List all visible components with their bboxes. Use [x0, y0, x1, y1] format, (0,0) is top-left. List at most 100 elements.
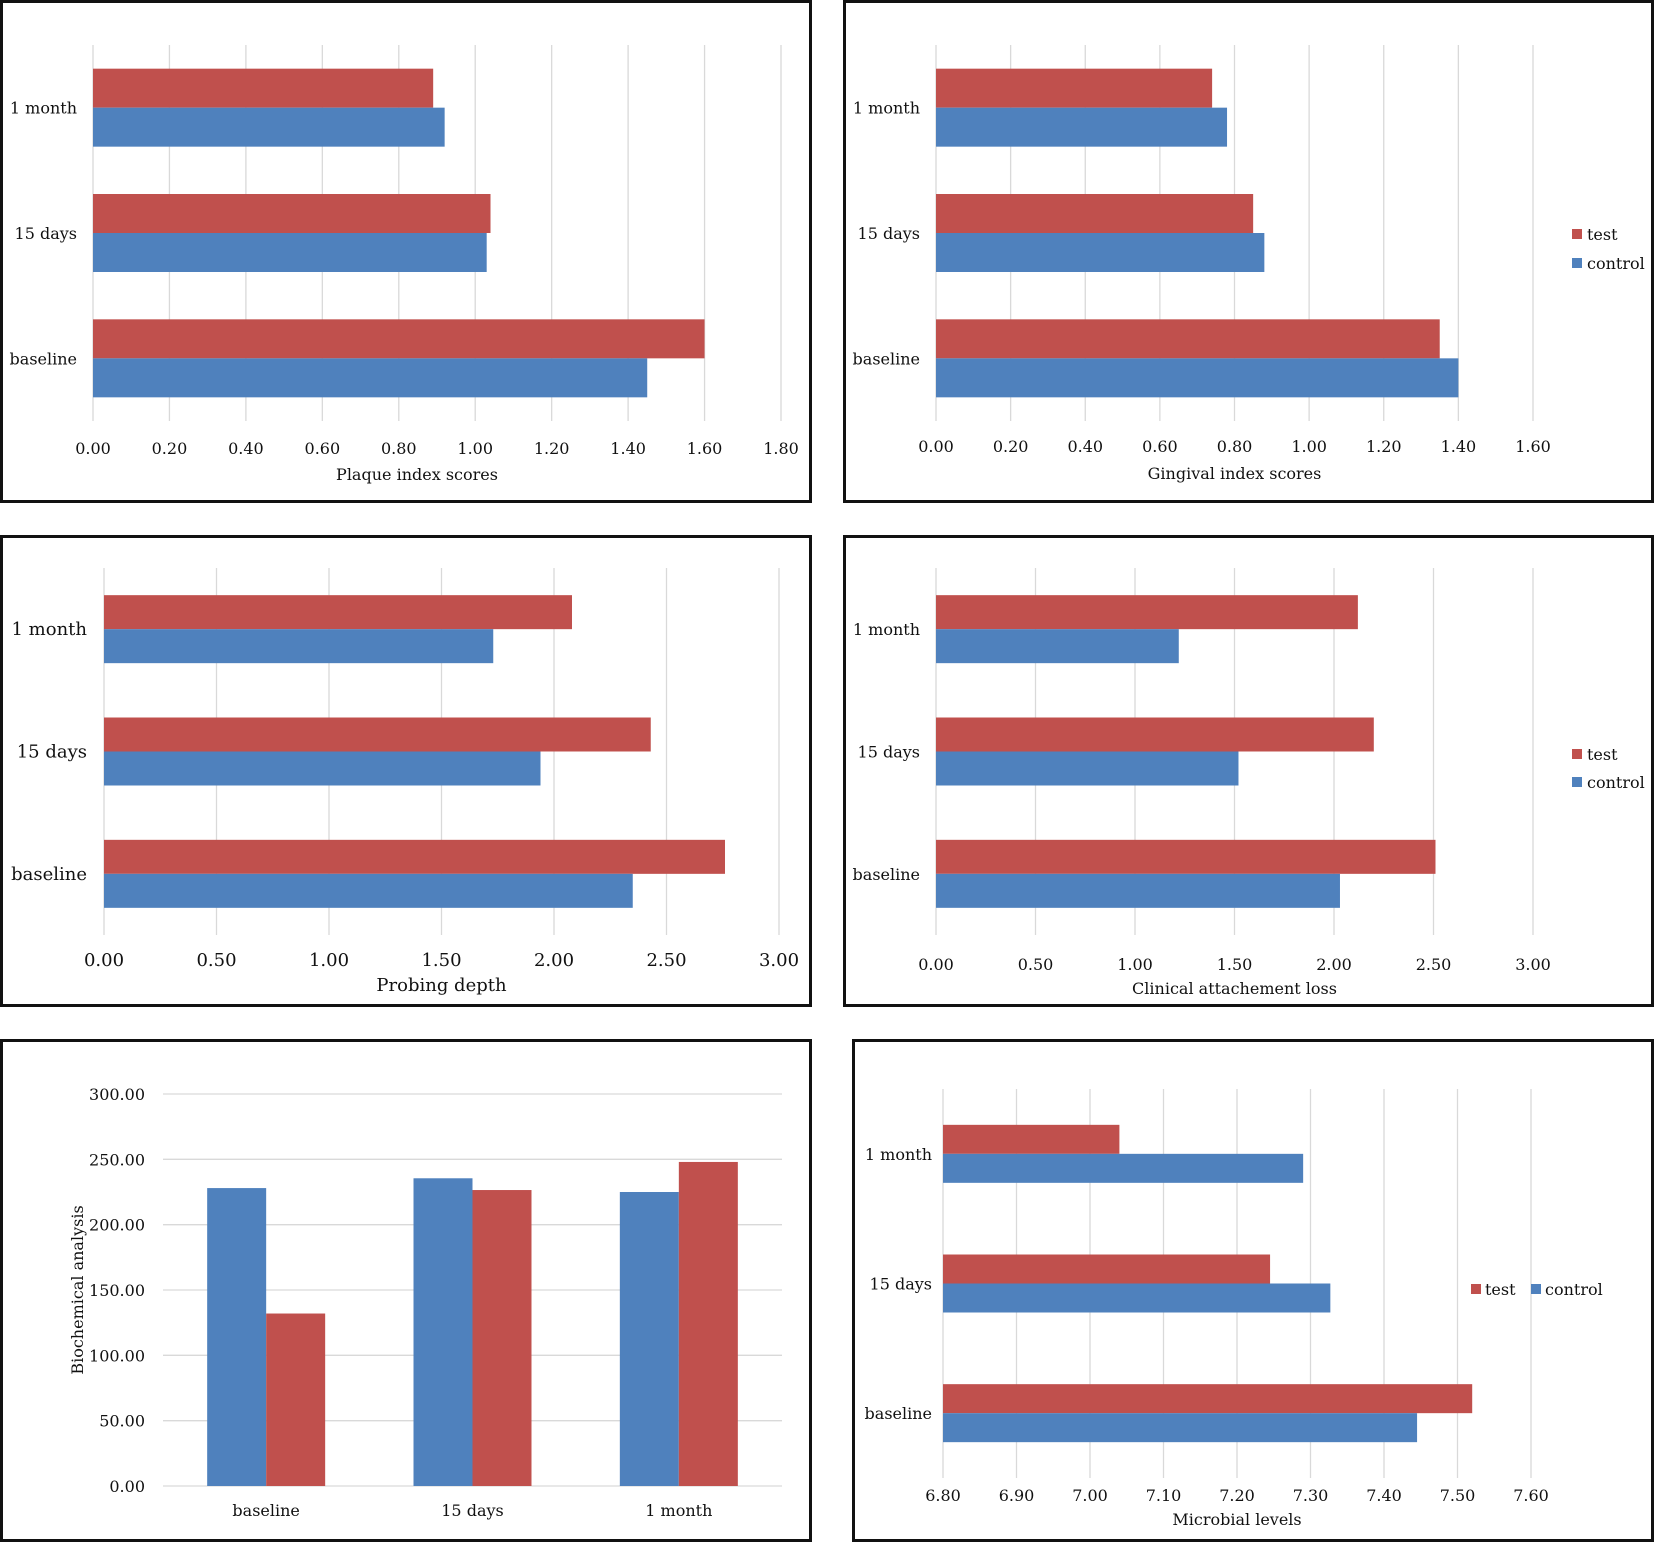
- bar-test: [936, 319, 1440, 359]
- biochemical-analysis-chart: 0.00 50.00 100.00 150.00 200.00 250.00 300.00 b…: [68, 1085, 782, 1520]
- bar-test: [104, 839, 725, 874]
- category-label: baseline: [11, 864, 87, 885]
- x-tick-label: 0.00: [918, 955, 954, 974]
- category-label: baseline: [853, 865, 920, 884]
- probing-depth-chart: 0.00 0.50 1.00 1.50 2.00 2.50 3.00 1 month 15 da…: [11, 568, 799, 996]
- bar-control: [943, 1413, 1418, 1443]
- y-tick-label: 300.00: [89, 1085, 145, 1104]
- x-tick-label: 0.80: [381, 439, 417, 458]
- y-tick-label: 50.00: [99, 1412, 145, 1431]
- y-tick-label: 150.00: [89, 1281, 145, 1300]
- x-tick-label: 0.00: [75, 439, 111, 458]
- bar-control: [413, 1178, 473, 1486]
- bar-control: [936, 107, 1228, 147]
- x-tick-label: 3.00: [759, 950, 799, 971]
- x-tick-label: 1.00: [309, 950, 349, 971]
- x-tick-label: 1.00: [1291, 437, 1327, 456]
- bar-control: [207, 1188, 267, 1486]
- bar-control: [943, 1153, 1304, 1183]
- legend-swatch-control: [1572, 258, 1582, 268]
- y-tick-label: 100.00: [89, 1346, 145, 1365]
- x-tick-label: 0.40: [1067, 437, 1103, 456]
- category-label: baseline: [232, 1501, 299, 1520]
- category-label: 15 days: [858, 743, 920, 762]
- x-tick-label: 2.00: [534, 950, 574, 971]
- category-label: baseline: [865, 1404, 932, 1423]
- bar-test: [472, 1190, 532, 1486]
- y-tick-label: 200.00: [89, 1216, 145, 1235]
- microbial-levels-chart-panel: 6.80 6.90 7.00 7.10 7.20 7.30 7.40 7.50 7.60 1 mo…: [852, 1039, 1654, 1542]
- category-label: baseline: [10, 349, 77, 368]
- y-tick-label: 0.00: [109, 1477, 145, 1496]
- x-tick-label: 7.60: [1513, 1486, 1549, 1505]
- bar-control: [619, 1192, 679, 1486]
- x-tick-label: 1.50: [421, 950, 461, 971]
- x-axis-title: Clinical attachement loss: [1132, 979, 1337, 998]
- x-tick-label: 0.50: [196, 950, 236, 971]
- category-label: 1 month: [853, 620, 920, 639]
- legend-label-test: test: [1485, 1280, 1516, 1299]
- x-tick-label: 7.00: [1072, 1486, 1108, 1505]
- x-tick-label: 6.90: [999, 1486, 1035, 1505]
- bar-control: [104, 873, 633, 908]
- x-tick-label: 7.40: [1366, 1486, 1402, 1505]
- x-tick-label: 2.50: [646, 950, 686, 971]
- bar-test: [943, 1384, 1473, 1414]
- category-label: 15 days: [858, 224, 920, 243]
- legend-label-control: control: [1587, 254, 1645, 273]
- legend-label-control: control: [1587, 773, 1645, 792]
- x-tick-label: 0.40: [228, 439, 264, 458]
- legend-swatch-test: [1572, 229, 1582, 239]
- x-tick-label: 1.20: [534, 439, 570, 458]
- y-axis-title: Biochemical analysis: [68, 1205, 87, 1374]
- x-tick-label: 7.10: [1146, 1486, 1182, 1505]
- category-label: 1 month: [12, 619, 88, 640]
- bar-test: [936, 595, 1358, 630]
- x-axis-title: Plaque index scores: [336, 465, 498, 484]
- x-tick-label: 1.60: [687, 439, 723, 458]
- x-tick-label: 3.00: [1515, 955, 1551, 974]
- category-label: baseline: [853, 349, 920, 368]
- biochemical-analysis-chart-panel: 0.00 50.00 100.00 150.00 200.00 250.00 300.00 b…: [0, 1039, 812, 1542]
- x-axis-title: Gingival index scores: [1148, 464, 1322, 483]
- bar-test: [936, 194, 1254, 233]
- x-tick-label: 0.00: [918, 437, 954, 456]
- x-tick-label: 0.00: [84, 950, 124, 971]
- category-label: 15 days: [15, 224, 77, 243]
- legend-label-test: test: [1587, 745, 1618, 764]
- clinical-attachment-loss-chart-panel: 0.00 0.50 1.00 1.50 2.00 2.50 3.00 1 month 15 da…: [843, 535, 1654, 1007]
- x-tick-label: 1.60: [1515, 437, 1551, 456]
- bar-test: [936, 68, 1213, 108]
- x-axis-title: Probing depth: [376, 975, 507, 996]
- x-tick-label: 1.40: [1441, 437, 1477, 456]
- x-tick-label: 1.20: [1366, 437, 1402, 456]
- bar-control: [93, 358, 648, 398]
- legend-label-test: test: [1587, 225, 1618, 244]
- bar-test: [93, 194, 491, 233]
- x-tick-label: 1.00: [1117, 955, 1153, 974]
- x-tick-label: 0.60: [305, 439, 341, 458]
- bar-control: [93, 107, 445, 147]
- bar-test: [104, 595, 572, 630]
- category-label: 1 month: [10, 99, 77, 118]
- x-tick-label: 7.20: [1219, 1486, 1255, 1505]
- x-tick-label: 2.00: [1316, 955, 1352, 974]
- category-label: 1 month: [853, 99, 920, 118]
- clinical-attachment-loss-chart: 0.00 0.50 1.00 1.50 2.00 2.50 3.00 1 month 15 da…: [853, 568, 1645, 998]
- y-tick-label: 250.00: [89, 1150, 145, 1169]
- bar-test: [678, 1161, 738, 1486]
- legend-swatch-test: [1572, 749, 1582, 759]
- bar-test: [93, 68, 434, 108]
- x-tick-label: 0.60: [1142, 437, 1178, 456]
- bar-test: [266, 1313, 326, 1486]
- bar-control: [936, 629, 1179, 664]
- bar-test: [943, 1124, 1120, 1154]
- x-tick-label: 1.50: [1217, 955, 1253, 974]
- category-label: 1 month: [865, 1145, 932, 1164]
- legend-swatch-control: [1572, 777, 1582, 787]
- bar-control: [936, 873, 1340, 908]
- legend-label-control: control: [1545, 1280, 1603, 1299]
- legend-swatch-test: [1471, 1284, 1481, 1294]
- category-label: 1 month: [645, 1501, 712, 1520]
- x-tick-label: 0.20: [152, 439, 188, 458]
